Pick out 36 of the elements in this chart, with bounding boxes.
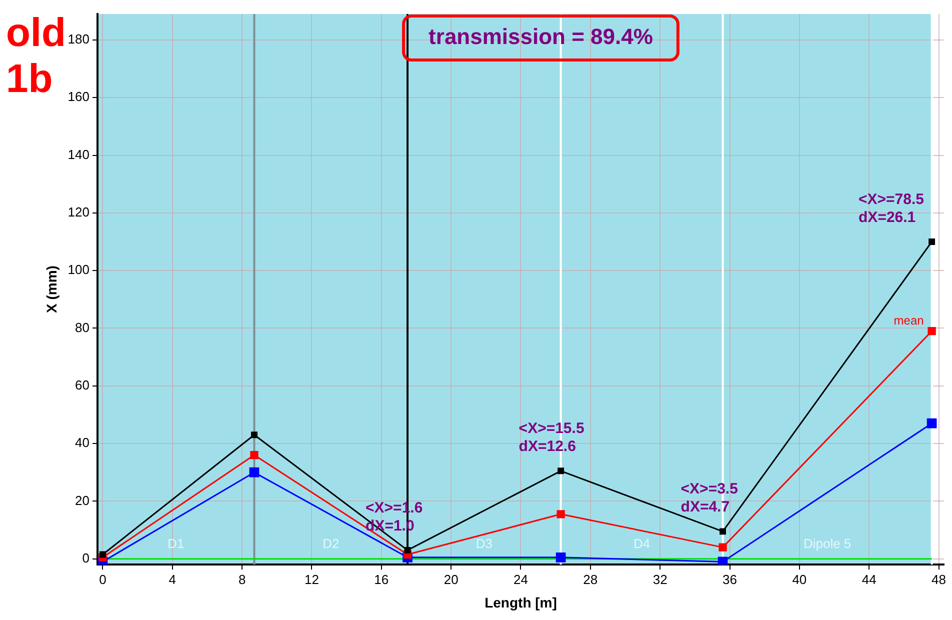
y-tick-label: 180 xyxy=(68,32,90,47)
x-tick-label: 20 xyxy=(444,572,458,587)
y-tick-label: 120 xyxy=(68,204,90,220)
band-label: D1 xyxy=(168,536,184,552)
x-tick-label: 8 xyxy=(238,572,246,587)
x-tick-label: 4 xyxy=(168,572,176,587)
series-label: mean xyxy=(894,313,924,328)
y-tick-label: 0 xyxy=(82,550,90,566)
annotation: <X>=78.5 dX=26.1 xyxy=(858,190,924,226)
y-tick-label: 60 xyxy=(75,377,90,392)
y-tick-label: 100 xyxy=(68,262,90,278)
band-label: Dipole 5 xyxy=(803,536,852,552)
y-tick-label: 80 xyxy=(75,320,90,335)
text: old 1b xyxy=(6,10,66,102)
annotation: <X>=3.5 dX=4.7 xyxy=(680,480,738,516)
annotation: <X>=15.5 dX=12.6 xyxy=(518,420,584,456)
x-tick-label: 0 xyxy=(99,572,106,587)
x-tick-label: 12 xyxy=(304,572,319,587)
y-tick-label: 160 xyxy=(68,89,90,104)
x-tick-label: 40 xyxy=(792,572,807,587)
x-tick-label: 32 xyxy=(652,572,668,587)
x-tick-label: 48 xyxy=(932,572,946,587)
y-tick-label: 40 xyxy=(75,435,90,450)
band-label: D4 xyxy=(633,536,650,552)
y-axis-title: X (mm) xyxy=(43,266,60,314)
band-label: D3 xyxy=(476,536,492,552)
x-tick-label: 24 xyxy=(514,572,528,587)
y-tick-label: 140 xyxy=(68,146,90,162)
band-label: D2 xyxy=(322,536,340,552)
x-tick-label: 28 xyxy=(583,572,598,587)
annotation: transmission = 89.4% xyxy=(428,24,653,50)
x-tick-label: 36 xyxy=(722,572,737,587)
y-tick-label: 20 xyxy=(75,492,90,508)
x-axis-title: Length [m] xyxy=(484,594,557,610)
x-tick-label: 16 xyxy=(374,572,389,587)
x-tick-label: 44 xyxy=(862,572,876,587)
